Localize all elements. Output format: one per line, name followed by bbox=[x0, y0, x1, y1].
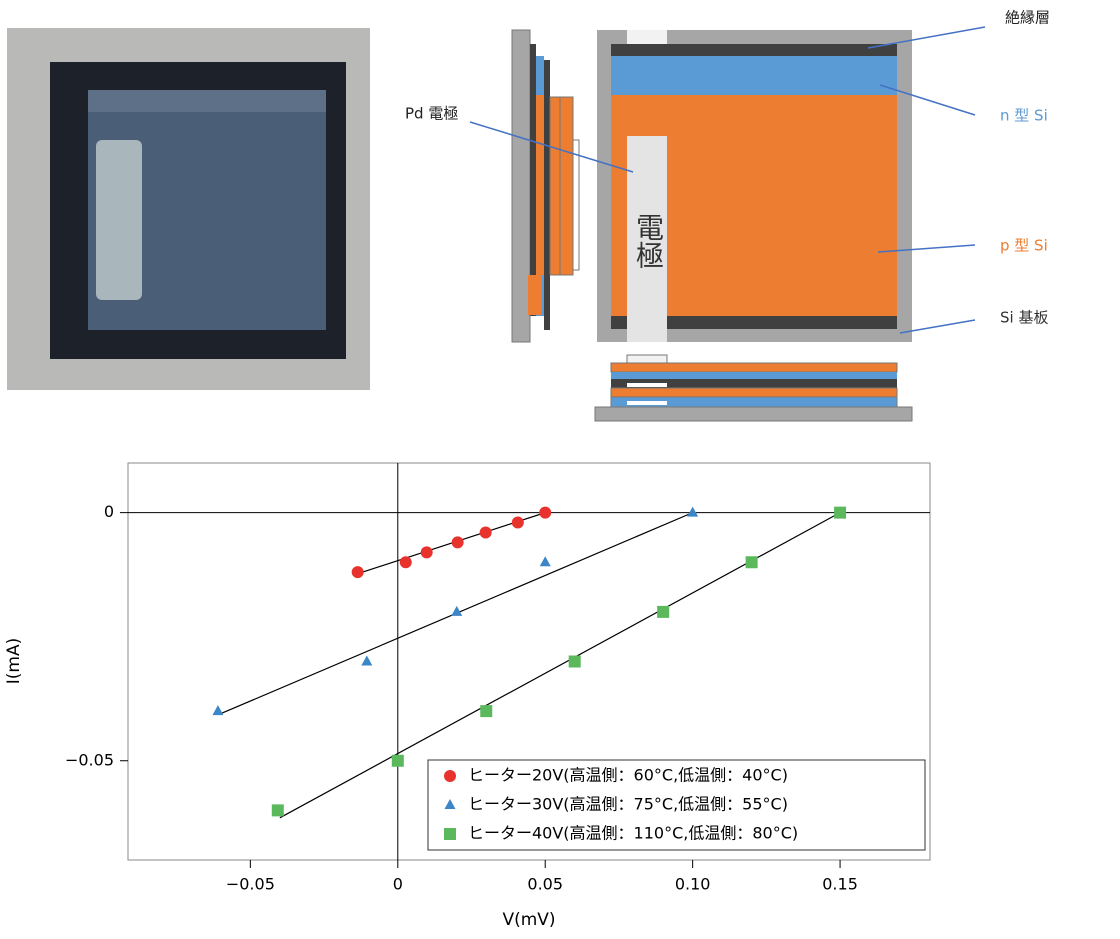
label: p 型 Si bbox=[1000, 237, 1048, 255]
point bbox=[834, 507, 846, 519]
point bbox=[512, 517, 524, 529]
point bbox=[212, 705, 223, 715]
page: 電極 絶縁層 n 型 Si Pd 電極 p 型 Si Si 基板 V(mV) I… bbox=[0, 0, 1120, 935]
x-tick-label: 0 bbox=[393, 875, 403, 894]
layer bbox=[627, 383, 667, 387]
layer bbox=[512, 30, 530, 342]
label: 絶縁層 bbox=[1005, 9, 1050, 27]
x-tick-label: 0.05 bbox=[527, 875, 563, 894]
y-tick-label: 0 bbox=[104, 502, 114, 521]
photo bbox=[7, 28, 370, 390]
x-tick-label: 0.10 bbox=[675, 875, 711, 894]
layer bbox=[595, 407, 912, 421]
point bbox=[687, 507, 698, 517]
point bbox=[361, 656, 372, 666]
point bbox=[569, 656, 581, 668]
layer bbox=[550, 97, 560, 275]
point bbox=[746, 556, 758, 568]
layer bbox=[611, 363, 897, 372]
n-layer bbox=[611, 56, 897, 95]
legend-marker bbox=[444, 770, 456, 782]
layer bbox=[544, 60, 550, 330]
side-view bbox=[512, 30, 579, 342]
chip-strip bbox=[88, 90, 326, 112]
layer bbox=[627, 401, 667, 405]
legend-label: ヒーター30V(高温側：75°C,低温側：55°C) bbox=[468, 795, 788, 814]
point bbox=[392, 755, 404, 767]
x-tick-label: 0.15 bbox=[822, 875, 858, 894]
point bbox=[400, 556, 412, 568]
layer bbox=[573, 140, 579, 270]
layer bbox=[560, 97, 573, 275]
layer bbox=[627, 355, 667, 363]
point bbox=[272, 804, 284, 816]
layer bbox=[528, 275, 542, 315]
point bbox=[352, 566, 364, 578]
legend-label: ヒーター20V(高温側：60°C,低温側：40°C) bbox=[468, 766, 788, 785]
point bbox=[480, 705, 492, 717]
label: n 型 Si bbox=[1000, 107, 1048, 125]
legend-marker bbox=[444, 828, 456, 840]
label: Pd 電極 bbox=[405, 105, 458, 123]
label: Si 基板 bbox=[1000, 309, 1048, 327]
point bbox=[540, 556, 551, 566]
electrode-slot bbox=[627, 30, 667, 44]
point bbox=[657, 606, 669, 618]
bottom-view bbox=[595, 355, 912, 421]
x-tick-label: −0.05 bbox=[226, 875, 275, 894]
chart: V(mV) I(mA) −0.05 0 0.05 0.10 0.15 −0.05 0 ヒーター… bbox=[4, 463, 930, 930]
electrode-label: 電極 bbox=[632, 213, 665, 269]
y-axis-label: I(mA) bbox=[4, 638, 24, 684]
legend-label: ヒーター40V(高温側：110°C,低温側：80°C) bbox=[468, 824, 798, 843]
y-tick-label: −0.05 bbox=[65, 750, 114, 769]
top-view: 電極 bbox=[597, 30, 912, 342]
point bbox=[480, 526, 492, 538]
figure: 電極 絶縁層 n 型 Si Pd 電極 p 型 Si Si 基板 V(mV) I… bbox=[0, 0, 1120, 935]
chip-electrode bbox=[96, 140, 142, 300]
point bbox=[539, 507, 551, 519]
layer bbox=[611, 372, 897, 379]
x-axis-label: V(mV) bbox=[502, 910, 555, 930]
point bbox=[421, 546, 433, 558]
insulator-layer bbox=[611, 44, 897, 56]
layer bbox=[611, 388, 897, 397]
point bbox=[452, 536, 464, 548]
